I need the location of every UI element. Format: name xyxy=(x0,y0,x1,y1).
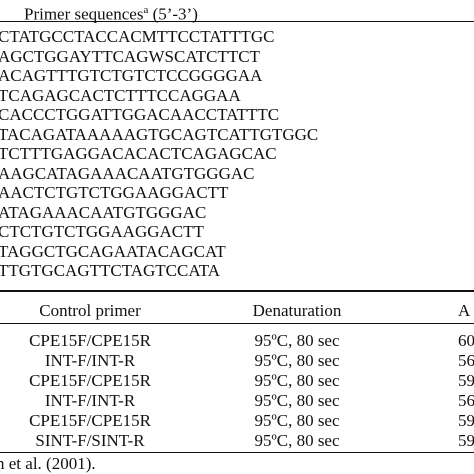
table-cell: 95ºC, 80 sec xyxy=(254,371,340,390)
primer-sequence: CACCCTGGATTGGACAACCTATTTC xyxy=(0,105,280,124)
rule xyxy=(0,323,474,324)
table-cell: 95ºC, 80 sec xyxy=(254,431,340,450)
primer-sequence: TCAGAGCACTCTTTCCAGGAA xyxy=(0,85,241,105)
table-cell: SINT-F/SINT-R xyxy=(35,431,145,450)
footnote: n et al. (2001). xyxy=(0,454,96,473)
table-cell: 59 xyxy=(458,431,474,450)
table-cell: 95ºC, 80 sec xyxy=(254,391,340,410)
primer-sequence: ATAGAAACAATGTGGGAC xyxy=(0,202,207,222)
rule xyxy=(0,21,474,22)
primer-sequence: TTGTGCAGTTCTAGTCCATA xyxy=(0,261,221,280)
table-cell: CPE15F/CPE15R xyxy=(29,371,151,390)
rule xyxy=(0,452,474,453)
header-label: Primer sequences xyxy=(24,4,144,24)
table-cell: CPE15F/CPE15R xyxy=(29,331,151,350)
table-cell: 56 xyxy=(458,391,474,410)
primer-header: Primer sequencesa (5’-3’) xyxy=(24,0,198,25)
table-cell: 95ºC, 80 sec xyxy=(254,351,340,370)
primer-sequence: AAGCATAGAAACAATGTGGGAC xyxy=(0,163,255,183)
primer-sequence: ACAGTTTGTCTGTCTCCGGGGAA xyxy=(0,66,263,85)
table-cell: INT-F/INT-R xyxy=(44,351,136,370)
orientation: (5’-3’) xyxy=(152,4,198,24)
superscript: a xyxy=(143,4,149,16)
primer-sequence: TACAGATAAAAAGTGCAGTCATTGTGGC xyxy=(0,124,319,144)
column-header: A xyxy=(458,301,471,320)
rule xyxy=(0,290,474,292)
table-cell: 60 xyxy=(458,331,474,350)
primer-sequence: CTATGCCTACCACMTTCCTATTTGC xyxy=(0,27,275,46)
column-header: Control primer xyxy=(39,301,141,320)
table-cell: 59 xyxy=(458,411,474,430)
table-cell: 56 xyxy=(458,351,474,370)
primer-sequence: CTCTGTCTGGAAGGACTT xyxy=(0,222,204,241)
table-cell: INT-F/INT-R xyxy=(44,391,136,410)
primer-sequence: TAGGCTGCAGAATACAGCAT xyxy=(0,241,226,261)
table-cell: 59 xyxy=(458,371,474,390)
primer-sequence: AGCTGGAYTTCAGWSCATCTTCT xyxy=(0,46,260,66)
table-cell: 95ºC, 80 sec xyxy=(254,331,340,350)
column-header: Denaturation xyxy=(252,301,342,320)
table-cell: CPE15F/CPE15R xyxy=(29,411,151,430)
table-cell: 95ºC, 80 sec xyxy=(254,411,340,430)
primer-sequence: AACTCTGTCTGGAAGGACTT xyxy=(0,183,229,202)
primer-sequence: TCTTTGAGGACACACTCAGAGCAC xyxy=(0,144,277,163)
